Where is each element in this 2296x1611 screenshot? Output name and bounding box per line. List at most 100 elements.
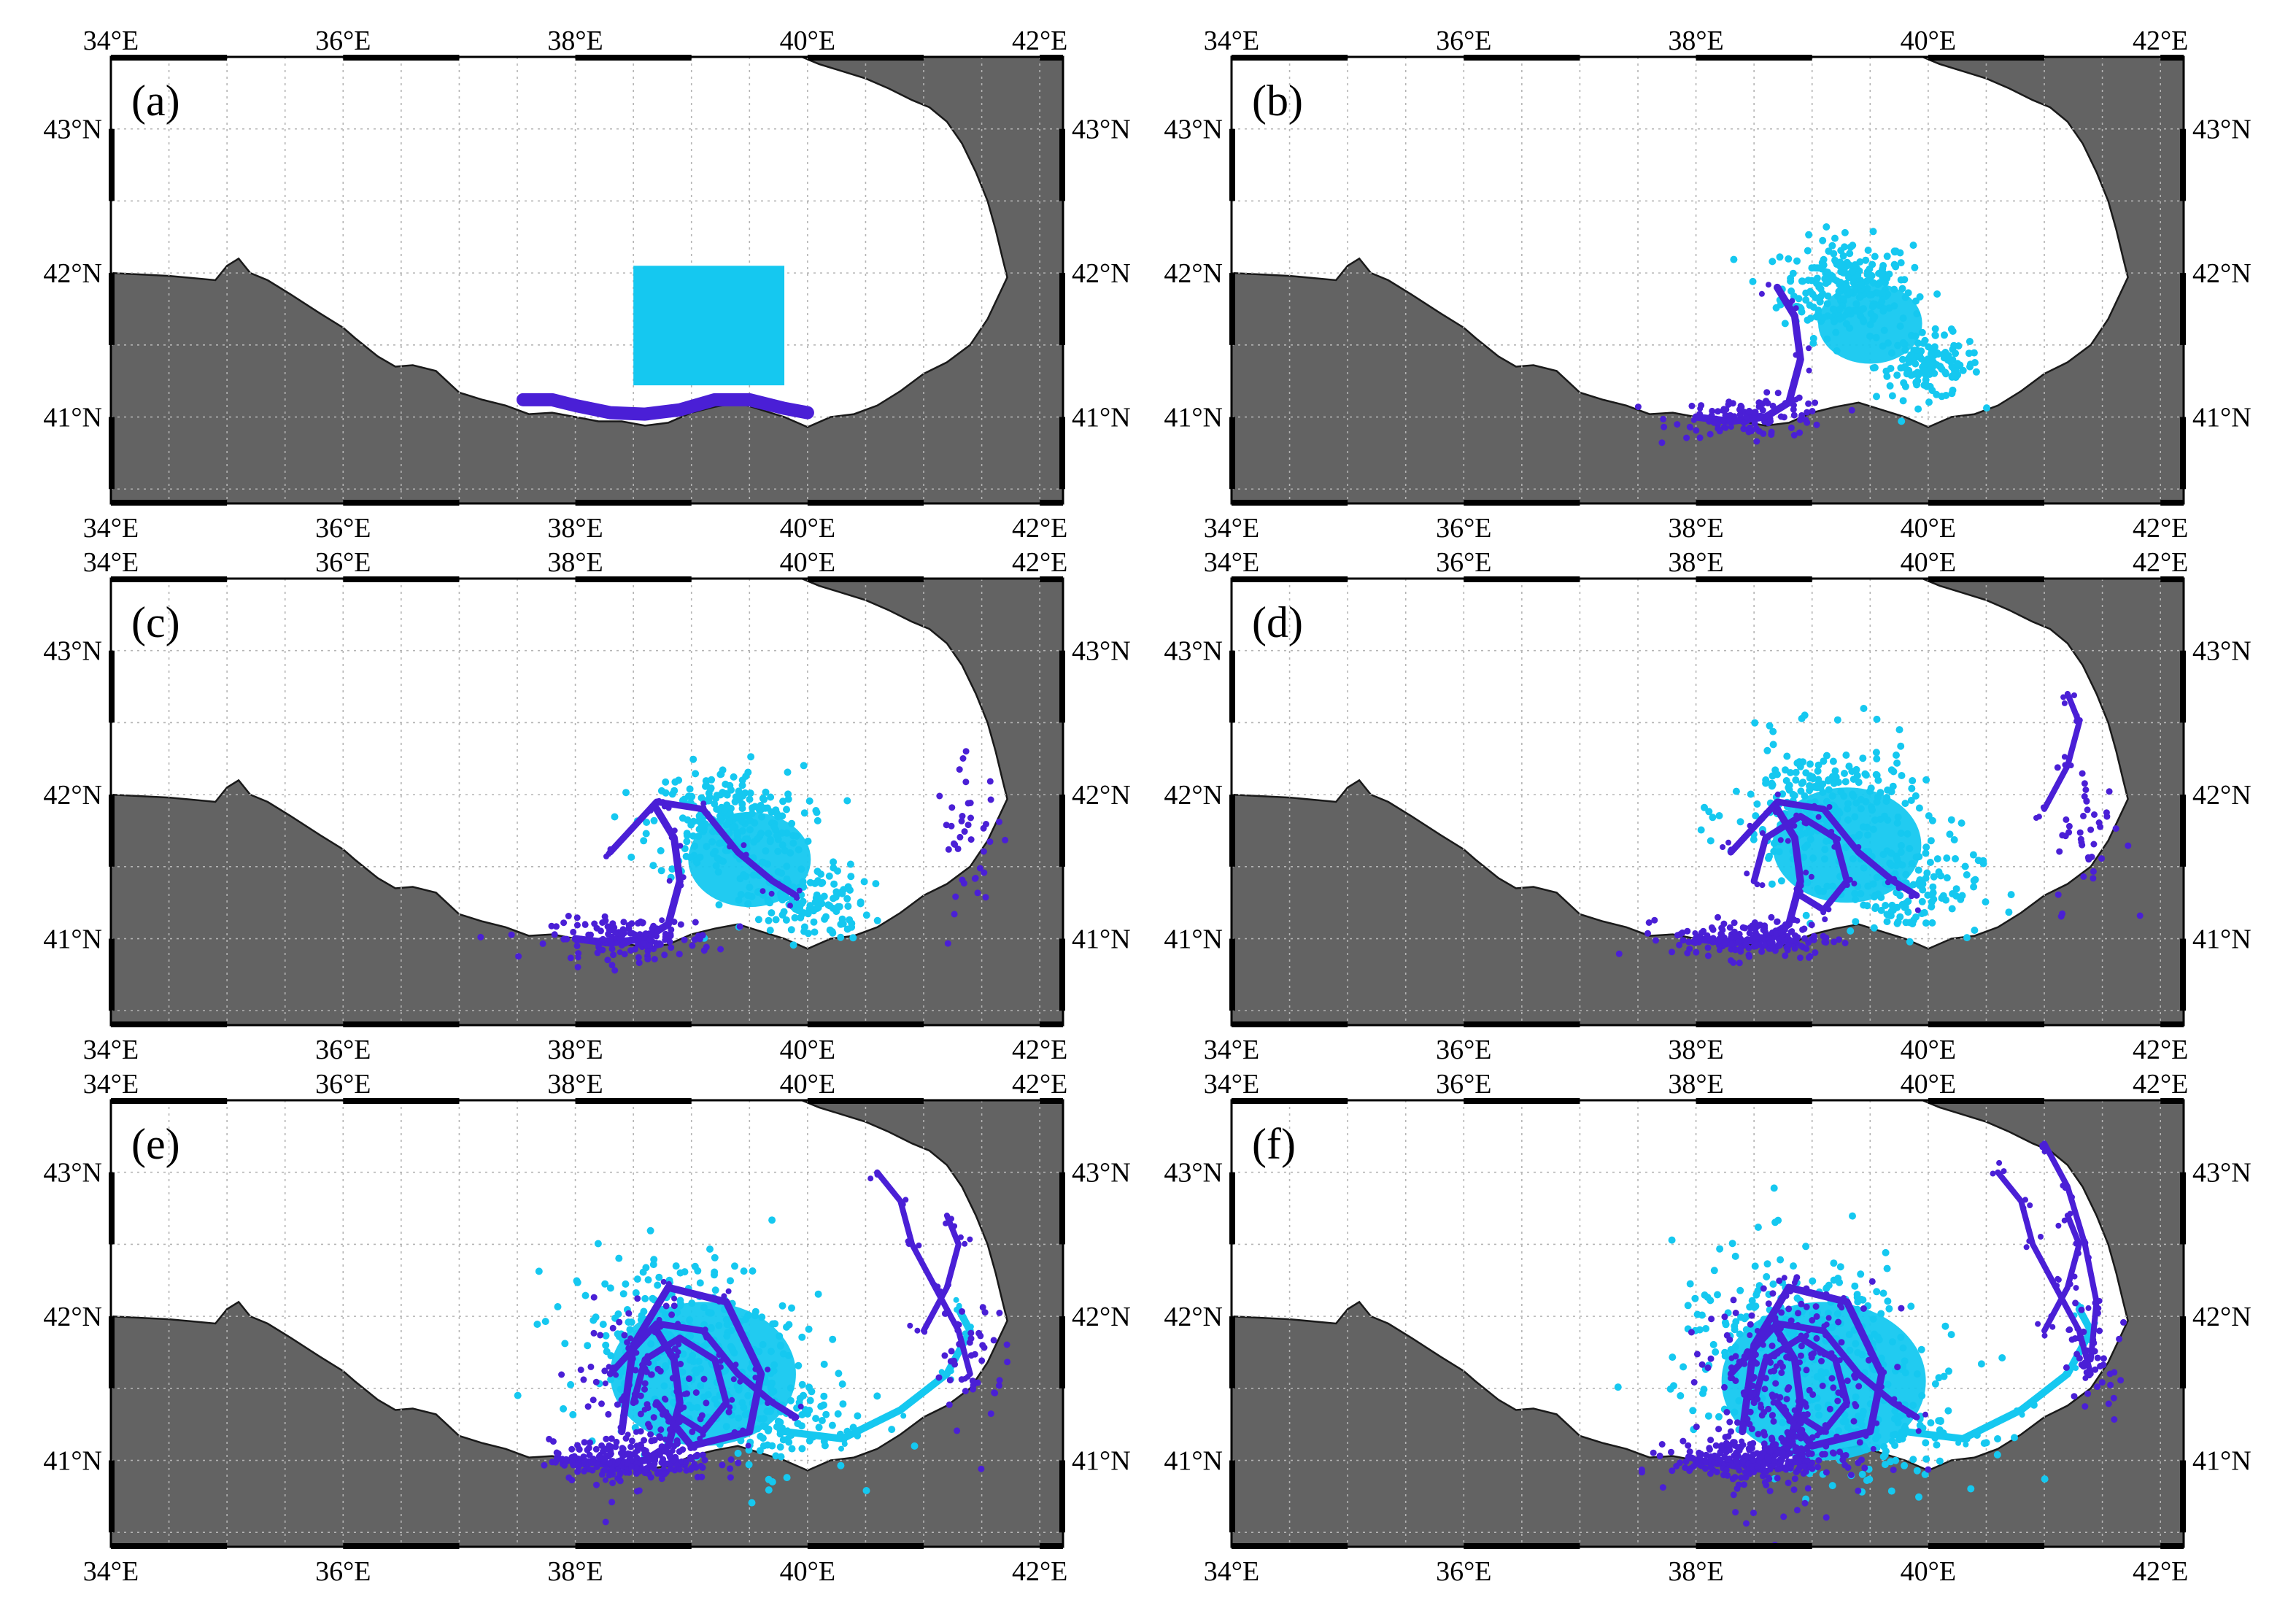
particle — [1823, 1514, 1830, 1521]
particle — [592, 1313, 600, 1321]
particle — [2068, 762, 2074, 769]
particle — [1866, 321, 1874, 328]
particle — [1869, 1315, 1877, 1323]
particle — [707, 1325, 715, 1332]
particle — [647, 1340, 655, 1348]
particle — [1941, 331, 1948, 339]
particle — [2112, 825, 2119, 832]
particle — [1903, 830, 1912, 838]
particle — [1841, 1295, 1847, 1301]
particle — [767, 1348, 775, 1356]
particle — [1841, 940, 1849, 946]
particle — [1786, 1287, 1793, 1294]
particle — [1758, 948, 1766, 955]
particle — [1722, 424, 1729, 431]
particle — [554, 1303, 562, 1310]
particle — [813, 816, 822, 824]
particle — [1785, 781, 1793, 789]
particle — [563, 935, 571, 943]
particle — [691, 936, 698, 943]
particle — [857, 900, 865, 908]
particle-layer — [1615, 690, 2144, 967]
particle — [1693, 427, 1700, 434]
particle — [637, 1410, 644, 1418]
particle — [1812, 949, 1819, 957]
particle — [1776, 253, 1784, 261]
particle — [1790, 406, 1797, 413]
particle — [635, 1487, 643, 1494]
particle — [692, 1389, 700, 1396]
particle — [1832, 328, 1840, 336]
particle — [1757, 412, 1764, 420]
particle — [1860, 705, 1868, 712]
particle — [966, 1339, 973, 1346]
particle — [1871, 905, 1879, 913]
frame-tick-band — [1464, 1021, 1580, 1027]
particle — [776, 1443, 784, 1451]
lon-tick-label-bottom: 40°E — [1901, 513, 1956, 544]
particle — [714, 868, 722, 876]
particle — [2056, 848, 2063, 855]
particle — [1795, 1446, 1802, 1453]
particle — [738, 800, 746, 808]
particle — [1653, 937, 1659, 944]
particle — [2005, 908, 2013, 916]
particle — [1851, 880, 1858, 886]
particle — [514, 1391, 522, 1399]
particle — [1741, 1391, 1748, 1398]
particle — [1855, 830, 1863, 838]
particle — [800, 909, 808, 917]
particle — [961, 828, 968, 835]
particle — [1952, 885, 1960, 893]
particle — [1746, 1303, 1754, 1311]
particle — [1913, 310, 1921, 317]
particle — [1755, 932, 1761, 940]
particle — [1857, 293, 1865, 301]
particle — [797, 1403, 804, 1410]
lat-tick-label-right: 41°N — [1072, 1446, 1131, 1477]
particle — [646, 1226, 654, 1235]
particle — [1768, 880, 1776, 888]
particle — [660, 1327, 668, 1335]
particle — [694, 1267, 702, 1275]
particle — [1822, 916, 1828, 922]
frame-tick-band — [1040, 1021, 1063, 1027]
particle — [1765, 1405, 1772, 1413]
particle — [1859, 316, 1867, 324]
particle — [1698, 1311, 1706, 1319]
frame-tick-band — [2160, 500, 2184, 506]
particle — [655, 1273, 663, 1281]
particle — [1927, 837, 1935, 845]
particle — [1857, 795, 1865, 803]
particle — [1876, 815, 1885, 823]
particle — [2084, 1390, 2092, 1397]
particle — [1897, 830, 1905, 837]
frame-tick-band — [1928, 1021, 2045, 1027]
particle — [548, 922, 555, 930]
particle — [706, 1245, 714, 1253]
particle — [2075, 1250, 2082, 1256]
particle — [686, 785, 694, 793]
particle — [795, 1361, 803, 1369]
particle — [1684, 1302, 1692, 1310]
particle — [1789, 790, 1797, 798]
particle — [1787, 300, 1793, 306]
particle — [701, 1456, 708, 1464]
particle — [2063, 816, 2070, 823]
lon-tick-label-top: 38°E — [547, 1069, 603, 1100]
frame-tick-band — [1696, 55, 1812, 61]
particle — [798, 1445, 806, 1453]
particle — [784, 1435, 792, 1443]
frame-tick-band — [1232, 1021, 1348, 1027]
particle — [1718, 931, 1725, 938]
particle — [1877, 906, 1885, 914]
frame-tick-band — [343, 1021, 460, 1027]
particle — [1777, 1336, 1784, 1343]
particle — [765, 830, 773, 838]
particle-trail — [1739, 1283, 1886, 1450]
particle — [1800, 1470, 1807, 1477]
particle — [778, 896, 786, 904]
particle — [633, 1442, 641, 1450]
particle — [1863, 1433, 1869, 1440]
particle — [757, 830, 765, 838]
